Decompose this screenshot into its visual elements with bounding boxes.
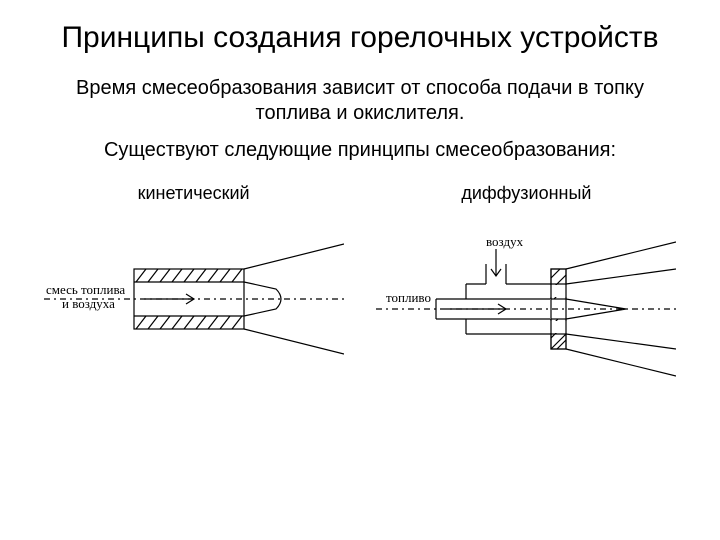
diagram-kinetic: кинетический смесь топлива и воздуха (40, 183, 347, 384)
slide: Принципы создания горелочных устройств В… (0, 0, 720, 540)
diffusion-jet-bot (566, 334, 676, 349)
diffusion-diverge-top (566, 242, 676, 269)
diffusion-fuel-arrow (446, 304, 506, 314)
kinetic-inlet-label-1: смесь топлива (46, 282, 125, 297)
diffusion-air-label: воздух (486, 234, 524, 249)
diffusion-svg: воздух топливо (376, 224, 676, 384)
diagram-diffusion: диффузионный воздух топливо (373, 183, 680, 384)
kinetic-inlet-label-2: и воздуха (62, 296, 115, 311)
diagram-kinetic-caption: кинетический (138, 183, 250, 204)
kinetic-diverge-bot (244, 329, 344, 354)
diffusion-diverge-bot (566, 349, 676, 376)
kinetic-diverge-top (244, 244, 344, 269)
diffusion-flange-gap-airtop (550, 285, 567, 297)
diffusion-jet-top (566, 269, 676, 284)
diagram-diffusion-caption: диффузионный (461, 183, 591, 204)
diffusion-fuel-label: топливо (386, 290, 431, 305)
paragraph-1: Время смесеобразования зависит от способ… (40, 76, 680, 126)
paragraph-2: Существуют следующие принципы смесеобраз… (40, 138, 680, 163)
diagram-row: кинетический смесь топлива и воздуха (40, 183, 680, 384)
diffusion-air-arrow (491, 249, 501, 276)
diffusion-flange-gap-airbot (550, 321, 567, 333)
slide-title: Принципы создания горелочных устройств (40, 20, 680, 56)
kinetic-svg: смесь топлива и воздуха (44, 224, 344, 374)
